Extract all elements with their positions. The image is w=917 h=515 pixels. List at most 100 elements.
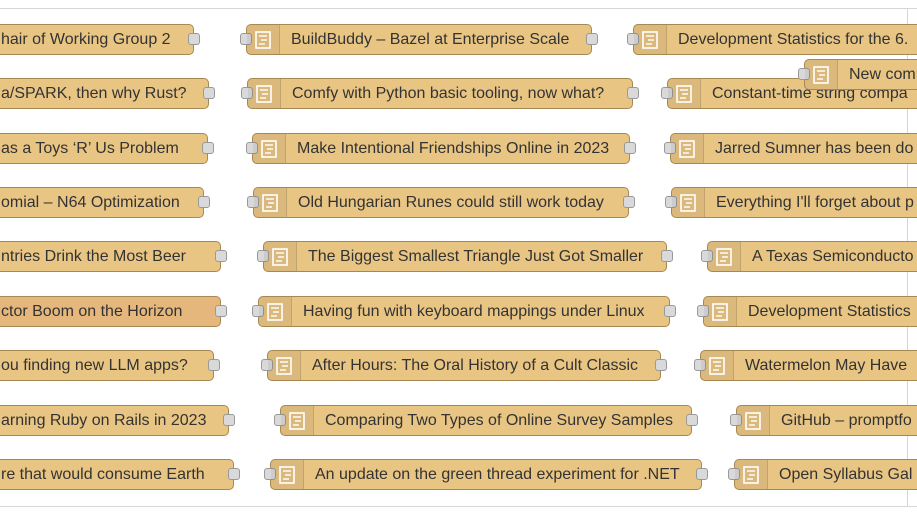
output-port[interactable] [696,468,708,480]
input-port[interactable] [697,305,709,317]
node-label: ntries Drink the Most Beer [1,248,186,265]
function-node-icon [735,460,768,489]
input-port[interactable] [257,250,269,262]
flow-node[interactable]: as a Toys ‘R’ Us Problem [0,133,214,164]
input-port[interactable] [264,468,276,480]
input-port[interactable] [240,33,252,45]
flow-node[interactable]: ou finding new LLM apps? [0,350,220,381]
node-label: Development Statistics for the 6. [678,31,909,48]
input-port[interactable] [627,33,639,45]
flow-node[interactable]: The Biggest Smallest Triangle Just Got S… [257,241,673,272]
output-port[interactable] [686,414,698,426]
function-node-icon [254,188,287,217]
output-port[interactable] [664,305,676,317]
input-port[interactable] [701,250,713,262]
flow-node[interactable]: Development Statistics [697,296,917,327]
input-port[interactable] [252,305,264,317]
flow-node[interactable]: ctor Boom on the Horizon [0,296,227,327]
node-label: New com [849,66,916,83]
output-port[interactable] [624,142,636,154]
node-label: The Biggest Smallest Triangle Just Got S… [308,248,644,265]
input-port[interactable] [730,414,742,426]
output-port[interactable] [223,414,235,426]
node-label: BuildBuddy – Bazel at Enterprise Scale [291,31,570,48]
flow-node[interactable]: arning Ruby on Rails in 2023 [0,405,235,436]
function-node-icon [281,406,314,435]
flow-node[interactable]: omial – N64 Optimization [0,187,210,218]
node-label: Make Intentional Friendships Online in 2… [297,140,610,157]
input-port[interactable] [728,468,740,480]
flow-node[interactable]: After Hours: The Oral History of a Cult … [261,350,667,381]
node-label: omial – N64 Optimization [1,194,180,211]
function-node-icon [671,134,704,163]
flow-node[interactable]: Having fun with keyboard mappings under … [252,296,676,327]
node-label: Comparing Two Types of Online Survey Sam… [325,412,674,429]
input-port[interactable] [798,68,810,80]
flow-node[interactable]: Make Intentional Friendships Online in 2… [246,133,636,164]
flow-node[interactable]: BuildBuddy – Bazel at Enterprise Scale [240,24,598,55]
input-port[interactable] [664,142,676,154]
function-node-icon [271,460,304,489]
flow-node[interactable]: Comfy with Python basic tooling, now wha… [241,78,639,109]
output-port[interactable] [655,359,667,371]
input-port[interactable] [661,87,673,99]
function-node-icon [704,297,737,326]
flow-node[interactable]: Development Statistics for the 6. [627,24,917,55]
function-node-icon [708,242,741,271]
function-node-icon [668,79,701,108]
output-port[interactable] [586,33,598,45]
flow-node[interactable]: Everything I'll forget about p [665,187,917,218]
output-port[interactable] [188,33,200,45]
input-port[interactable] [261,359,273,371]
function-node-icon [737,406,770,435]
flow-node-overlay[interactable]: New com [798,59,917,90]
output-port[interactable] [215,305,227,317]
flow-node[interactable]: Comparing Two Types of Online Survey Sam… [274,405,698,436]
node-label: Old Hungarian Runes could still work tod… [298,194,604,211]
function-node-icon [259,297,292,326]
function-node-icon [634,25,667,54]
function-node-icon [247,25,280,54]
canvas-frame-bottom [0,506,917,507]
flow-node[interactable]: Watermelon May Have [694,350,917,381]
input-port[interactable] [665,196,677,208]
flow-node[interactable]: hair of Working Group 2 [0,24,200,55]
input-port[interactable] [274,414,286,426]
input-port[interactable] [246,142,258,154]
input-port[interactable] [241,87,253,99]
output-port[interactable] [198,196,210,208]
node-label: Watermelon May Have [745,357,908,374]
node-label: ou finding new LLM apps? [1,357,188,374]
flow-node[interactable]: re that would consume Earth [0,459,240,490]
flow-node[interactable]: Open Syllabus Gal [728,459,917,490]
output-port[interactable] [627,87,639,99]
output-port[interactable] [203,87,215,99]
flow-node[interactable]: ntries Drink the Most Beer [0,241,227,272]
node-label: ctor Boom on the Horizon [1,303,183,320]
node-label: After Hours: The Oral History of a Cult … [312,357,639,374]
function-node-icon [253,134,286,163]
function-node-icon [264,242,297,271]
output-port[interactable] [208,359,220,371]
flow-node[interactable]: Jarred Sumner has been do [664,133,917,164]
input-port[interactable] [694,359,706,371]
node-label: Development Statistics [748,303,911,320]
node-label: Open Syllabus Gal [779,466,913,483]
node-label: GitHub – promptfo [781,412,912,429]
flow-node[interactable]: A Texas Semiconducto [701,241,917,272]
flow-node[interactable]: GitHub – promptfo [730,405,917,436]
node-label: Everything I'll forget about p [716,194,914,211]
node-label: Comfy with Python basic tooling, now wha… [292,85,605,102]
output-port[interactable] [202,142,214,154]
function-node-icon [701,351,734,380]
output-port[interactable] [661,250,673,262]
output-port[interactable] [623,196,635,208]
node-label: arning Ruby on Rails in 2023 [1,412,207,429]
output-port[interactable] [215,250,227,262]
input-port[interactable] [247,196,259,208]
output-port[interactable] [228,468,240,480]
flow-node[interactable]: a/SPARK, then why Rust? [0,78,215,109]
flow-node[interactable]: Old Hungarian Runes could still work tod… [247,187,635,218]
flow-node[interactable]: An update on the green thread experiment… [264,459,708,490]
